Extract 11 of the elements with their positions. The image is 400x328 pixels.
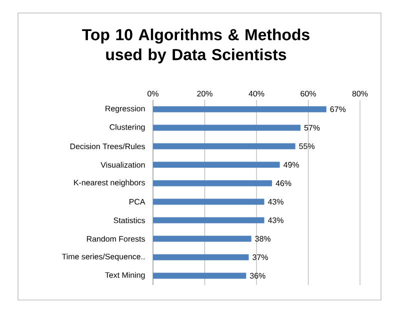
bar — [153, 162, 280, 168]
bar — [153, 236, 252, 242]
bar — [153, 198, 264, 205]
bar — [153, 106, 326, 112]
chart-title: Top 10 Algorithms & Methods used by Data Scientists — [82, 28, 310, 64]
bar — [153, 272, 246, 279]
bar — [153, 217, 264, 224]
bar — [153, 124, 300, 131]
bar — [153, 180, 272, 186]
bar — [153, 143, 296, 150]
bar — [153, 254, 249, 260]
